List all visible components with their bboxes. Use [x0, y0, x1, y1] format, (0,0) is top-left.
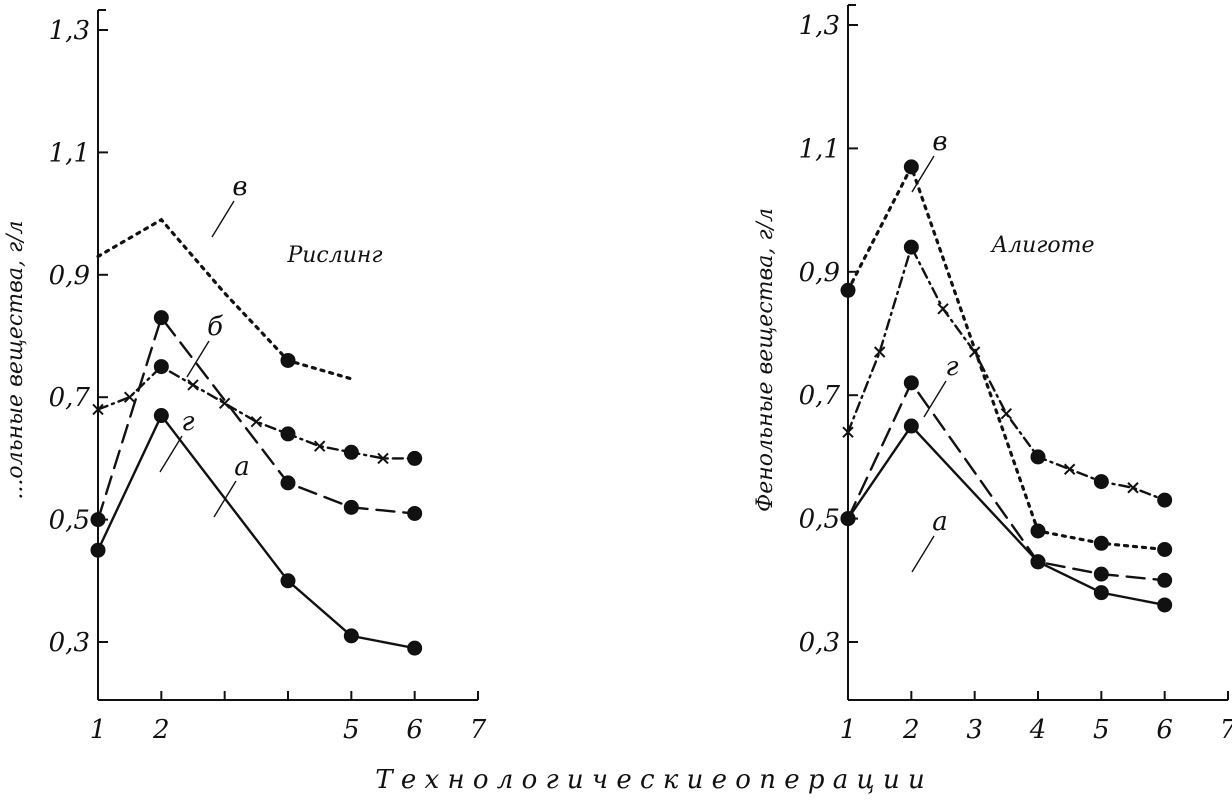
data-point: [1030, 523, 1046, 539]
series-line: [96, 315, 416, 521]
data-point-x: [92, 403, 104, 416]
data-point-x: [1063, 463, 1076, 475]
series-line: [846, 162, 1167, 552]
data-point: [840, 282, 856, 298]
data-point: [1030, 449, 1046, 465]
data-point: [90, 512, 106, 528]
x-tick-label: 6: [406, 715, 423, 745]
data-point: [1157, 572, 1173, 588]
chart-panel-aligote: 1 2 3 4 5 6 7 1,3 1,1 0,9 0,7 0,5 0,3 Фенольные вещес…: [753, 4, 1232, 745]
series-line: [846, 243, 1166, 502]
series-annotation: в: [932, 127, 947, 157]
data-point: [1157, 597, 1173, 613]
x-tick-label: 2: [152, 715, 170, 745]
data-point-x: [313, 440, 326, 452]
annotation-leader: [159, 435, 183, 473]
y-tick-label: 1,3: [799, 11, 840, 41]
y-axis-label: Фенольные вещества, г/л: [753, 208, 778, 512]
data-point: [1093, 474, 1109, 490]
data-point-x: [1000, 408, 1013, 420]
data-point: [407, 640, 423, 656]
data-point: [343, 444, 359, 460]
x-tick-label: 1: [840, 715, 857, 745]
x-tick-label: 6: [1156, 715, 1173, 745]
data-point: [903, 418, 919, 434]
data-point-x: [250, 415, 263, 428]
y-tick-label: 1,1: [799, 134, 840, 164]
data-point-x: [1127, 482, 1139, 494]
data-point-x: [377, 452, 389, 465]
annotation-leader: [186, 340, 210, 378]
series-line: [96, 413, 416, 650]
panel-title: Алиготе: [989, 233, 1094, 258]
data-point: [407, 505, 423, 521]
annotation-leader: [213, 480, 237, 518]
x-tick-label: 2: [902, 715, 920, 745]
annotation-leader: [923, 380, 947, 418]
series-annotation: г: [181, 407, 194, 437]
data-point: [840, 511, 856, 527]
annotation-leader: [911, 155, 935, 193]
panel-title: Рислинг: [286, 243, 382, 268]
data-point: [1157, 492, 1173, 508]
data-point-x: [218, 397, 231, 410]
data-point: [1157, 541, 1173, 557]
series-annotation: а: [932, 507, 948, 537]
series-annotation: г: [945, 352, 958, 382]
data-point: [343, 499, 359, 515]
data-point: [90, 542, 106, 558]
data-point-x: [187, 379, 199, 391]
x-axis-label: Т е х н о л о г и ч е с к и е о п е р а …: [375, 765, 924, 795]
y-tick-label: 0,7: [799, 381, 841, 411]
y-tick-label: 0,9: [799, 258, 840, 288]
y-tick-label: 0,7: [49, 383, 91, 413]
annotation-leader: [911, 535, 935, 573]
x-tick-label: 5: [1093, 715, 1110, 745]
data-point-x: [123, 391, 136, 403]
data-point: [153, 408, 169, 424]
data-point: [280, 352, 296, 368]
y-tick-label: 0,3: [799, 628, 840, 658]
data-point: [1093, 566, 1109, 582]
data-point: [343, 628, 359, 644]
data-point: [153, 310, 169, 326]
y-tick-label: 0,9: [49, 261, 90, 291]
y-axis-label: ...ольные вещества, г/л: [3, 220, 28, 499]
data-point: [1093, 535, 1109, 551]
data-point: [1093, 585, 1109, 601]
data-point: [903, 239, 919, 255]
data-point: [153, 359, 169, 375]
data-point: [407, 450, 423, 466]
y-tick-label: 0,5: [49, 506, 90, 536]
x-tick-label: 3: [966, 715, 983, 745]
y-tick-label: 1,3: [49, 16, 90, 46]
data-point-x: [937, 303, 949, 315]
data-point: [1030, 554, 1046, 570]
y-tick-label: 0,5: [799, 505, 840, 535]
series-annotation: в: [232, 172, 247, 202]
annotation-leader: [211, 200, 235, 238]
x-tick-label: 4: [1029, 715, 1047, 745]
data-point-x: [968, 346, 981, 358]
x-tick-label: 7: [470, 715, 487, 745]
x-tick-label: 7: [1220, 715, 1232, 745]
series-line: [96, 365, 416, 460]
data-point: [903, 159, 919, 175]
data-point-x: [842, 426, 854, 438]
y-tick-label: 0,3: [49, 628, 90, 658]
data-point-x: [873, 346, 886, 358]
x-tick-label: 5: [343, 715, 360, 745]
x-tick-label: 1: [90, 715, 107, 745]
y-tick-label: 1,1: [49, 138, 90, 168]
data-point: [280, 426, 296, 442]
data-point: [280, 573, 296, 589]
chart-panel-riesling: 1 2 5 6 7 1,3 1,1 0,9 0,7 0,5 0,3 ...ольные веществ…: [3, 9, 487, 745]
series-annotation: а: [234, 452, 250, 482]
series-annotation: б: [207, 312, 223, 342]
data-point: [280, 475, 296, 491]
data-point: [903, 375, 919, 391]
series-line: [96, 217, 353, 381]
